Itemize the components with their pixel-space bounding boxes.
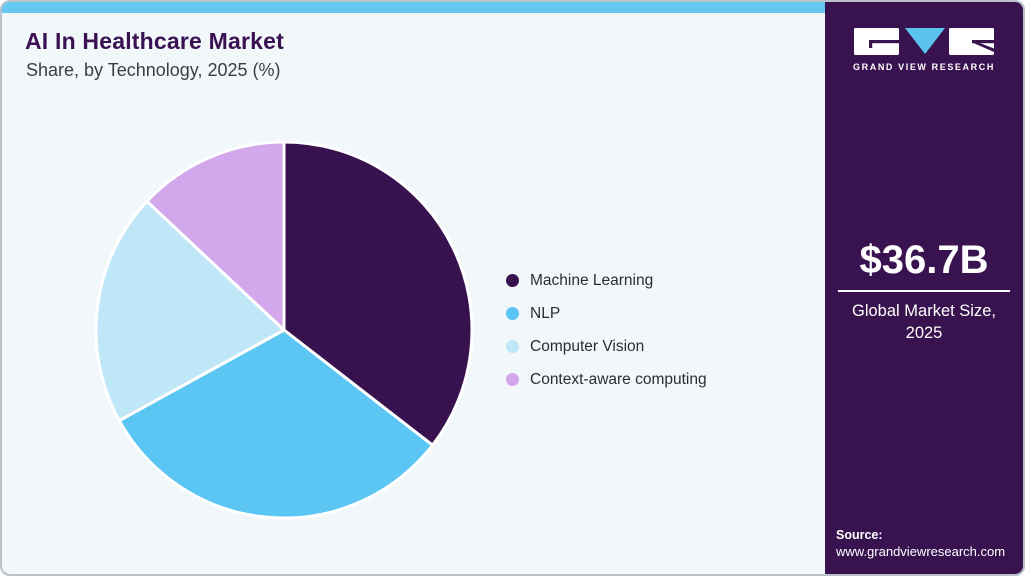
legend-dot: [506, 274, 519, 287]
market-size-block: $36.7B Global Market Size, 2025: [825, 238, 1023, 345]
r-block-icon: [949, 28, 994, 55]
g-block-icon: [854, 28, 899, 55]
page-subtitle: Share, by Technology, 2025 (%): [26, 60, 281, 80]
legend-label: Computer Vision: [530, 337, 645, 355]
sidebar: GRAND VIEW RESEARCH $36.7B Global Market…: [825, 2, 1023, 574]
pie-slice-context-aware-computing: [145, 140, 286, 332]
legend-item: Computer Vision: [506, 336, 707, 357]
legend-item: NLP: [506, 303, 707, 324]
legend-label: Machine Learning: [530, 271, 654, 289]
legend-dot: [506, 340, 519, 353]
pie-chart: [94, 140, 474, 520]
chart-panel: AI In Healthcare Market Share, by Techno…: [2, 2, 825, 574]
source-block: Source: www.grandviewresearch.com: [836, 528, 1005, 559]
gvr-logo: GRAND VIEW RESEARCH: [825, 28, 1023, 72]
source-label: Source:: [836, 528, 883, 542]
legend-label: Context-aware computing: [530, 370, 707, 388]
pie-slice-nlp: [117, 328, 435, 520]
source-url: www.grandviewresearch.com: [836, 544, 1006, 559]
top-accent-bar: [2, 2, 825, 13]
legend-item: Context-aware computing: [506, 369, 707, 390]
legend-item: Machine Learning: [506, 270, 707, 291]
market-size-value: $36.7B: [859, 238, 989, 282]
gvr-logo-mark: [854, 28, 994, 55]
pie-slice-machine-learning: [282, 140, 474, 447]
logo-text: GRAND VIEW RESEARCH: [853, 62, 995, 72]
page-title: AI In Healthcare Market: [25, 28, 284, 54]
down-triangle-icon: [905, 28, 945, 54]
legend-dot: [506, 373, 519, 386]
legend-dot: [506, 307, 519, 320]
pie-slice-computer-vision: [94, 199, 286, 423]
market-size-label: Global Market Size, 2025: [852, 302, 996, 343]
legend: Machine Learning NLP Computer Vision Contex…: [506, 270, 707, 390]
legend-label: NLP: [530, 304, 561, 322]
divider: [838, 290, 1010, 292]
